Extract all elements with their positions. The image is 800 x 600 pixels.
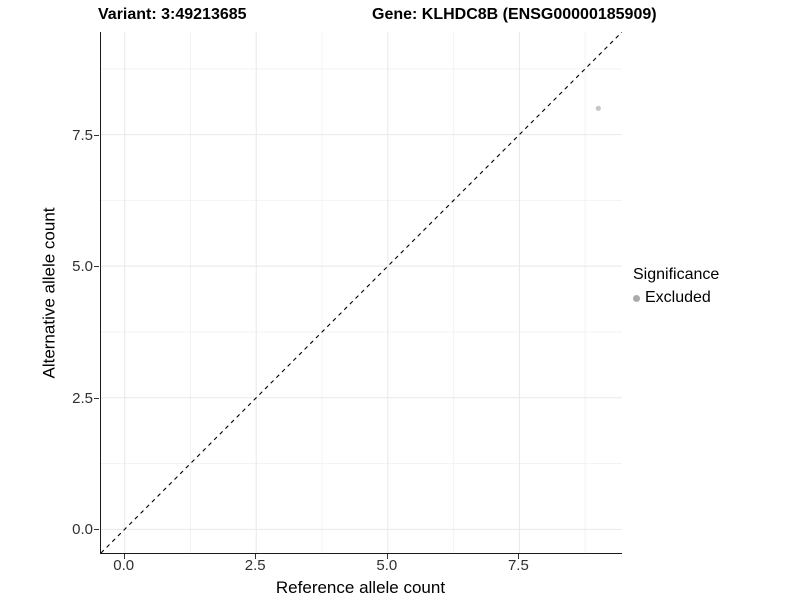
y-tick-mark [94, 397, 99, 399]
identity-reference-line [101, 32, 622, 553]
x-tick-mark [123, 554, 125, 559]
y-tick-label: 2.5 [72, 389, 93, 407]
x-tick-mark [386, 554, 388, 559]
y-tick-label: 7.5 [72, 126, 93, 144]
gene-title: Gene: KLHDC8B (ENSG00000185909) [372, 6, 657, 23]
x-tick-mark [255, 554, 257, 559]
excluded-point-icon [633, 294, 640, 302]
y-tick-mark [94, 266, 99, 268]
variant-title: Variant: 3:49213685 [98, 6, 247, 23]
legend: Significance Excluded [633, 265, 719, 307]
y-axis-title: Alternative allele count [38, 32, 62, 553]
x-tick-label: 7.5 [507, 557, 529, 574]
legend-item-label: Excluded [645, 289, 711, 306]
x-tick-label: 5.0 [376, 557, 398, 574]
y-tick-mark [94, 529, 99, 531]
y-axis-title-text: Alternative allele count [40, 206, 60, 379]
x-tick-mark [518, 554, 520, 559]
x-tick-label: 2.5 [244, 557, 266, 574]
plot-canvas [101, 32, 622, 553]
legend-title: Significance [633, 266, 720, 283]
x-axis-title: Reference allele count [275, 578, 446, 597]
data-point [595, 105, 601, 111]
legend-item-excluded: Excluded [633, 289, 719, 307]
y-tick-label: 0.0 [72, 521, 93, 539]
x-tick-label: 0.0 [113, 557, 135, 574]
y-tick-label: 5.0 [72, 258, 93, 276]
plot-panel [100, 32, 622, 554]
y-tick-mark [94, 134, 99, 136]
